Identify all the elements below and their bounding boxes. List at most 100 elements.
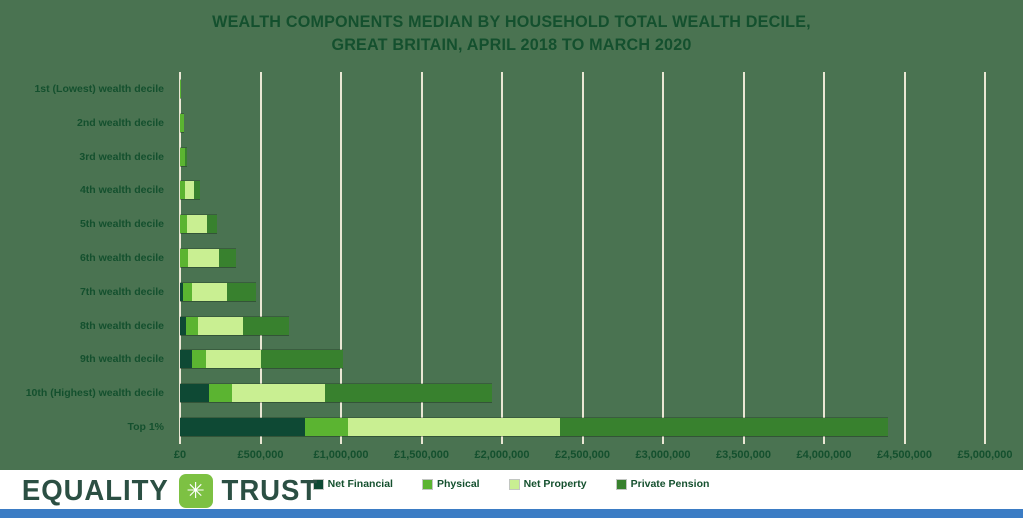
grid-line [823, 72, 825, 444]
grid-line [340, 72, 342, 444]
legend-swatch-icon [509, 479, 519, 489]
bar-segment-private-pension [184, 147, 187, 166]
bar-row [180, 350, 344, 369]
bar-row [180, 147, 187, 166]
chart-title-line-1: WEALTH COMPONENTS MEDIAN BY HOUSEHOLD TO… [212, 12, 811, 31]
bar-segment-physical [180, 147, 185, 166]
bar-segment-physical [180, 181, 185, 200]
starburst-icon: ✳ [178, 474, 213, 508]
bar-segment-physical [183, 282, 193, 301]
logo-word-trust: TRUST [221, 474, 318, 507]
x-axis-label: £1,000,000 [313, 449, 369, 461]
bar-row [180, 316, 290, 335]
bar-row [180, 282, 257, 301]
bar-segment-physical [180, 113, 185, 132]
bar-row [180, 181, 201, 200]
bar-segment-private-pension [193, 181, 201, 200]
y-axis-label: 8th wealth decile [79, 319, 164, 332]
legend-item: Net Property [509, 478, 587, 490]
grid-line [984, 72, 986, 444]
x-axis-label: £500,000 [237, 449, 284, 461]
bar-segment-net-financial [180, 418, 305, 437]
grid-line [581, 72, 584, 444]
bar-segment-private-pension [227, 282, 257, 301]
y-axis-label: 4th wealth decile [79, 184, 164, 197]
bar-segment-net-property [192, 282, 228, 301]
legend-swatch-icon [616, 479, 626, 489]
x-axis-labels: £0 £500,000 £1,000,000 £1,500,000 £2,000,000… [174, 449, 1013, 465]
bar-segment-net-financial [180, 350, 193, 369]
y-axis-label: 6th wealth decile [79, 252, 164, 264]
x-axis-label: £0 [173, 449, 187, 461]
y-axis-label: Top 1% [127, 421, 164, 434]
grid-line [662, 72, 664, 444]
chart-title: WEALTH COMPONENTS MEDIAN BY HOUSEHOLD TO… [26, 10, 998, 56]
bar-segment-physical [185, 316, 198, 335]
bar-segment-net-financial [180, 316, 186, 335]
legend-item: Net Financial [313, 478, 393, 490]
bar-row [180, 384, 492, 403]
y-axis-label: 10th (Highest) wealth decile [25, 387, 164, 400]
bar-segment-physical [192, 350, 206, 369]
y-axis-label: 5th wealth decile [79, 218, 164, 231]
bar-segment-private-pension [261, 350, 344, 369]
bar-row [180, 249, 236, 267]
x-axis-label: £5,000,000 [957, 449, 1013, 461]
bar-segment-net-property [205, 350, 262, 369]
bar-segment-private-pension [219, 249, 236, 267]
grid-line [501, 72, 503, 444]
legend-item: Physical [422, 478, 480, 490]
grid-line [420, 72, 423, 444]
legend-label: Net Financial [327, 478, 393, 490]
legend-swatch-icon [422, 479, 432, 489]
bar-segment-net-property [348, 418, 560, 437]
bar-segment-net-financial [180, 384, 209, 403]
plot-area [179, 72, 986, 444]
grid-line [903, 72, 906, 444]
x-axis-label: £4,500,000 [876, 449, 933, 461]
bar-segment-physical [180, 249, 189, 267]
legend-label: Net Property [523, 478, 587, 490]
bottom-blue-strip [0, 509, 1023, 518]
chart-background [0, 0, 1023, 470]
x-axis-label: £1,500,000 [393, 449, 450, 461]
bar-segment-net-property [184, 181, 194, 200]
chart-title-line-2: GREAT BRITAIN, APRIL 2018 TO MARCH 2020 [331, 35, 692, 54]
bar-segment-physical [180, 79, 182, 98]
logo-word-equality: EQUALITY [21, 474, 169, 507]
bar-segment-physical [304, 418, 349, 437]
y-axis-labels: 1st (Lowest) wealth decile 2nd wealth dec… [0, 72, 170, 444]
equality-trust-logo: EQUALITY ✳ TRUST [18, 474, 320, 508]
x-axis-label: £3,000,000 [635, 449, 691, 461]
bar-segment-private-pension [324, 384, 492, 403]
bar-row [180, 418, 888, 437]
x-axis-label: £2,500,000 [554, 449, 611, 461]
bar-segment-physical [180, 215, 188, 234]
legend-swatch-icon [313, 479, 323, 489]
y-axis-label: 3rd wealth decile [79, 150, 164, 163]
x-axis-label: £2,000,000 [474, 449, 530, 461]
x-axis-label: £4,000,000 [796, 449, 852, 461]
bar-segment-net-financial [180, 282, 184, 301]
y-axis-label: 2nd wealth decile [77, 116, 164, 129]
legend-item: Private Pension [616, 478, 710, 490]
bar-segment-net-property [187, 215, 207, 234]
legend-label: Physical [436, 478, 480, 490]
bar-segment-physical [208, 384, 233, 403]
bar-segment-net-property [188, 249, 220, 267]
bar-row [180, 113, 185, 132]
y-axis-label: 7th wealth decile [79, 285, 164, 298]
legend-label: Private Pension [630, 478, 710, 490]
y-axis-label: 1st (Lowest) wealth decile [34, 82, 164, 95]
bar-row [180, 215, 217, 234]
bar-segment-net-property [232, 384, 325, 403]
grid-line [742, 72, 745, 444]
y-axis-label: 9th wealth decile [79, 353, 164, 366]
legend: Net Financial Physical Net Property Private… [0, 478, 1023, 490]
bar-segment-private-pension [242, 316, 290, 335]
bar-segment-net-property [197, 316, 243, 335]
grid-line [259, 72, 262, 444]
bar-segment-private-pension [206, 215, 217, 234]
bar-row [180, 79, 182, 98]
